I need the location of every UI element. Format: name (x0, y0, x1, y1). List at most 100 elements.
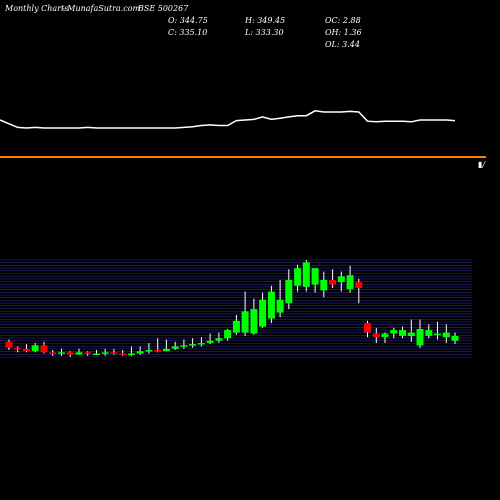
candle-body (14, 347, 22, 350)
low-value: L: 333.30 (245, 28, 284, 37)
candle (241, 291, 249, 336)
candle (302, 260, 310, 292)
candle-body (302, 262, 310, 287)
candle-body (171, 346, 179, 349)
candle-body (276, 299, 284, 313)
candle (372, 327, 380, 343)
candle-body (189, 344, 197, 346)
candle-body (381, 333, 389, 338)
candle-body (407, 332, 415, 336)
candle-body (145, 350, 153, 352)
candle-body (93, 353, 100, 355)
symbol-label: BSE 500267 (138, 4, 189, 13)
candle (451, 332, 459, 345)
site-name: - MunafaSutra.com (62, 4, 141, 13)
candle-body (399, 330, 406, 336)
candle (390, 327, 398, 339)
candle (154, 338, 162, 353)
candle (84, 351, 92, 356)
candle (180, 339, 188, 349)
candle (337, 271, 345, 292)
candle (189, 338, 197, 348)
candle-body (75, 352, 83, 355)
candle (355, 278, 363, 304)
candle (416, 319, 424, 348)
candle (442, 324, 450, 343)
candle-body (372, 333, 380, 338)
close-value: C: 335.10 (168, 28, 208, 37)
candle-body (49, 352, 57, 354)
candle (399, 326, 406, 339)
candle-body (136, 351, 144, 354)
candle (425, 324, 433, 339)
candle (232, 314, 240, 335)
candle-body (206, 340, 214, 343)
candle (294, 264, 302, 292)
candle-body (58, 352, 65, 354)
candle-body (110, 352, 118, 354)
candle (364, 320, 371, 338)
candle-body (346, 275, 354, 290)
price-line (0, 110, 456, 129)
candle-body (23, 348, 30, 352)
candle-body (84, 352, 92, 354)
candle (110, 348, 118, 355)
candle (14, 346, 22, 353)
candle (31, 343, 39, 353)
candle (285, 269, 293, 310)
candle-body (355, 282, 363, 288)
candle (66, 351, 74, 357)
candle-body (162, 348, 170, 352)
candle (40, 341, 48, 354)
candle (136, 346, 144, 355)
candle (346, 265, 354, 293)
candle-body (66, 352, 74, 355)
candle-body (451, 336, 459, 341)
candle-body (337, 276, 345, 283)
candle (23, 344, 30, 353)
candle-body (180, 345, 188, 347)
candle (224, 329, 232, 341)
candle-body (232, 320, 240, 333)
candle (127, 346, 135, 356)
candle (93, 350, 100, 355)
candle-body (442, 332, 450, 338)
candle (250, 298, 258, 335)
candle-body (390, 330, 398, 334)
candle-body (311, 268, 319, 285)
candle-body (127, 353, 135, 355)
candle (75, 348, 83, 355)
candle-body (250, 309, 258, 334)
candle (5, 339, 13, 350)
candle (276, 279, 284, 318)
candle (434, 321, 441, 340)
candle-body (197, 343, 205, 345)
candle-body (40, 345, 48, 353)
candle (259, 292, 267, 328)
candle (101, 348, 109, 356)
candle-body (5, 341, 13, 348)
candle-body (267, 291, 275, 319)
candle-body (294, 268, 302, 286)
candle-body (224, 330, 232, 339)
candle-body (416, 329, 424, 346)
candle-body (364, 323, 371, 333)
candle (145, 343, 153, 354)
oc-value: OC: 2.88 (325, 16, 361, 25)
candle-body (119, 353, 127, 355)
candles (5, 260, 459, 357)
candle-body (154, 350, 162, 352)
candle (58, 348, 65, 356)
candle-body (241, 311, 249, 333)
candle (267, 285, 275, 324)
high-value: H: 349.45 (245, 16, 286, 25)
candle-body (31, 345, 39, 352)
candle-body (101, 352, 109, 354)
candle (381, 332, 389, 343)
candle (197, 337, 205, 347)
candle-body (425, 330, 433, 336)
candle-body (329, 279, 337, 285)
chart-type-label: Monthly Charts (5, 4, 69, 13)
oh-value: OH: 1.36 (325, 28, 362, 37)
